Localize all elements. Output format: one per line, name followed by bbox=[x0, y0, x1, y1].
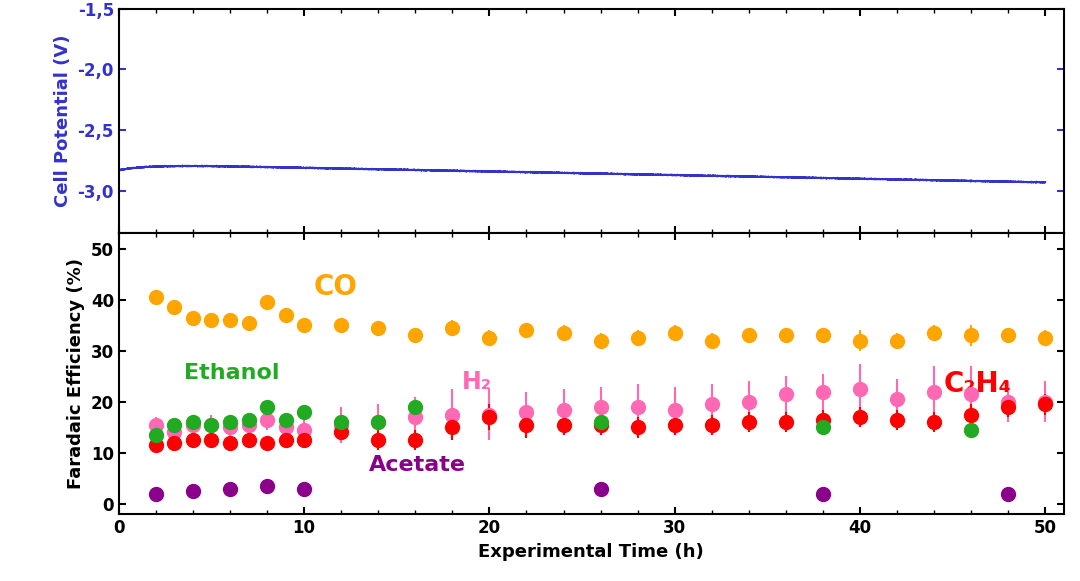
Text: C₂H₄: C₂H₄ bbox=[943, 370, 1011, 397]
Y-axis label: Cell Potential (V): Cell Potential (V) bbox=[54, 35, 72, 207]
Text: Acetate: Acetate bbox=[369, 455, 465, 475]
Y-axis label: Faradaic Efficiency (%): Faradaic Efficiency (%) bbox=[67, 259, 85, 489]
Text: Ethanol: Ethanol bbox=[184, 363, 279, 383]
Text: CO: CO bbox=[313, 272, 357, 300]
X-axis label: Experimental Time (h): Experimental Time (h) bbox=[478, 543, 704, 561]
Text: H₂: H₂ bbox=[461, 370, 491, 394]
